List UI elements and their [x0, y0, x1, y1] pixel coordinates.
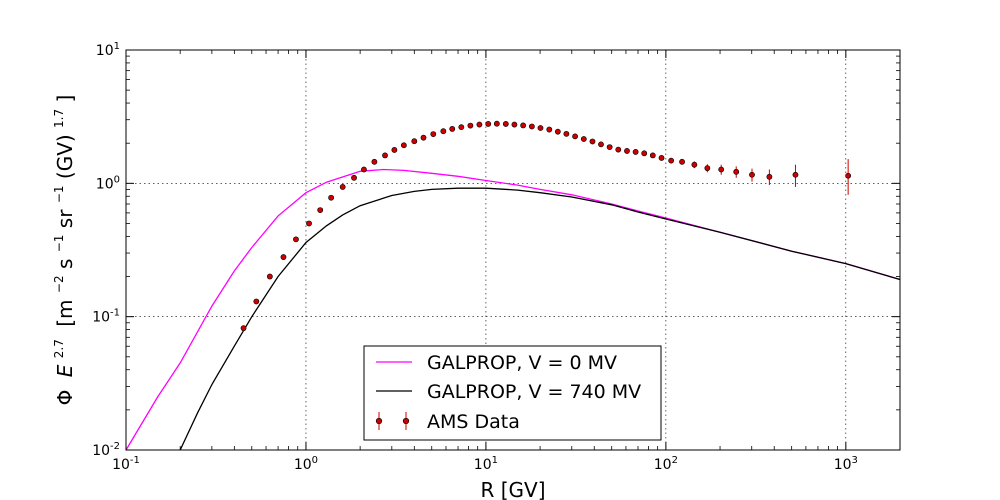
ams-data-point [572, 133, 578, 140]
ams-data-point [449, 126, 456, 132]
y-label-s-exp: −1 [52, 235, 66, 253]
ams-data-point [766, 173, 773, 180]
ams-data-point [580, 136, 587, 142]
ams-data-point [554, 128, 561, 135]
ams-data-point [718, 166, 725, 173]
ams-data-point [658, 155, 665, 161]
y-axis-label: Φ E 2.7 [m −2 s −1 sr −1 (GV) 1.7 ] [44, 95, 77, 406]
ams-data-point [411, 138, 418, 145]
y-tick-label: 101 [96, 41, 120, 59]
y-label-gv: (GV) [53, 134, 77, 179]
x-tick-label: 10-1 [112, 455, 140, 473]
ams-data-point [589, 138, 596, 145]
ams-data-point [598, 141, 604, 148]
y-label-sr-exp: −1 [52, 185, 66, 203]
ams-data-point [493, 120, 500, 127]
ams-data-point [792, 171, 799, 178]
y-label-sr: sr [53, 209, 77, 228]
x-tick-labels: 10-1 100 101 102 103 [112, 455, 858, 473]
ams-data-point [615, 146, 622, 153]
ams-data-point [371, 158, 378, 165]
plot-frame [125, 49, 901, 451]
ams-data-point [733, 168, 740, 175]
ams-data-point [400, 142, 407, 149]
ams-data-point [361, 166, 367, 173]
ams-data-point [520, 122, 527, 129]
y-label-e: E [53, 364, 77, 377]
ams-data-point [537, 125, 544, 131]
x-tick-label: 102 [654, 455, 678, 473]
ams-data-point [606, 144, 613, 150]
y-label-close: ] [53, 95, 77, 103]
series-line-0 [125, 168, 901, 451]
ams-data-point [458, 124, 465, 131]
y-label-m-exp: −2 [52, 275, 66, 293]
ams-data-point [328, 194, 335, 201]
ams-data-point [511, 121, 518, 128]
y-label-e-exp: 2.7 [52, 339, 66, 358]
ams-data-point [691, 161, 698, 168]
ams-data-point [668, 157, 675, 164]
x-tick-label: 103 [834, 455, 858, 473]
ams-data-point [845, 172, 852, 179]
y-tick-label: 100 [96, 174, 120, 192]
legend-label-galprop-740: GALPROP, V = 740 MV [427, 381, 641, 403]
x-axis-label: R [GV] [480, 478, 545, 500]
ams-data-point [430, 131, 437, 138]
ams-data-point [502, 121, 509, 127]
legend-swatch-ams [375, 412, 410, 430]
ams-data-point [485, 121, 492, 127]
ams-data-point [339, 184, 346, 190]
ams-data-point [382, 152, 388, 159]
ams-data-point [293, 236, 299, 243]
ams-data-point [476, 121, 483, 128]
ams-data-point [749, 171, 755, 178]
ams-data-point [563, 130, 570, 137]
y-tick-label: 10-2 [92, 441, 120, 459]
ams-data-point [317, 207, 324, 213]
ams-data-point [240, 325, 247, 332]
legend-box [363, 345, 662, 441]
x-tick-label: 101 [474, 455, 498, 473]
ams-data-point [266, 273, 273, 280]
ams-data-point [546, 126, 553, 133]
ams-data-point [649, 152, 656, 159]
ams-data-point [351, 174, 357, 181]
legend-label-galprop-0: GALPROP, V = 0 MV [427, 352, 617, 374]
x-tick-label: 100 [294, 455, 318, 473]
ams-data-point [704, 165, 711, 172]
ams-data-point [632, 149, 639, 155]
y-label-s: s [53, 259, 77, 269]
legend: GALPROP, V = 0 MV GALPROP, V = 740 MV AM… [363, 345, 662, 441]
series-layer [125, 120, 901, 451]
y-label-phi: Φ [53, 390, 77, 406]
legend-label-ams: AMS Data [427, 411, 520, 433]
series-line-1 [179, 187, 901, 451]
y-label-gv-exp: 1.7 [52, 109, 66, 128]
ams-data-points [240, 120, 852, 332]
ams-data-point [306, 220, 312, 227]
ams-data-point [420, 134, 427, 141]
y-label-open: [m [53, 299, 77, 326]
ams-data-point [467, 122, 474, 129]
ams-data-point [391, 147, 398, 153]
ams-data-point [440, 128, 447, 135]
ams-data-point [253, 298, 260, 305]
ams-data-point [528, 123, 535, 130]
ams-data-point [641, 150, 648, 157]
ams-data-point [679, 158, 685, 165]
y-tick-label: 10-1 [92, 308, 120, 326]
ams-data-point [280, 254, 287, 260]
ams-data-point [624, 148, 630, 154]
y-tick-labels: 10-2 10-1 100 101 [92, 41, 120, 459]
